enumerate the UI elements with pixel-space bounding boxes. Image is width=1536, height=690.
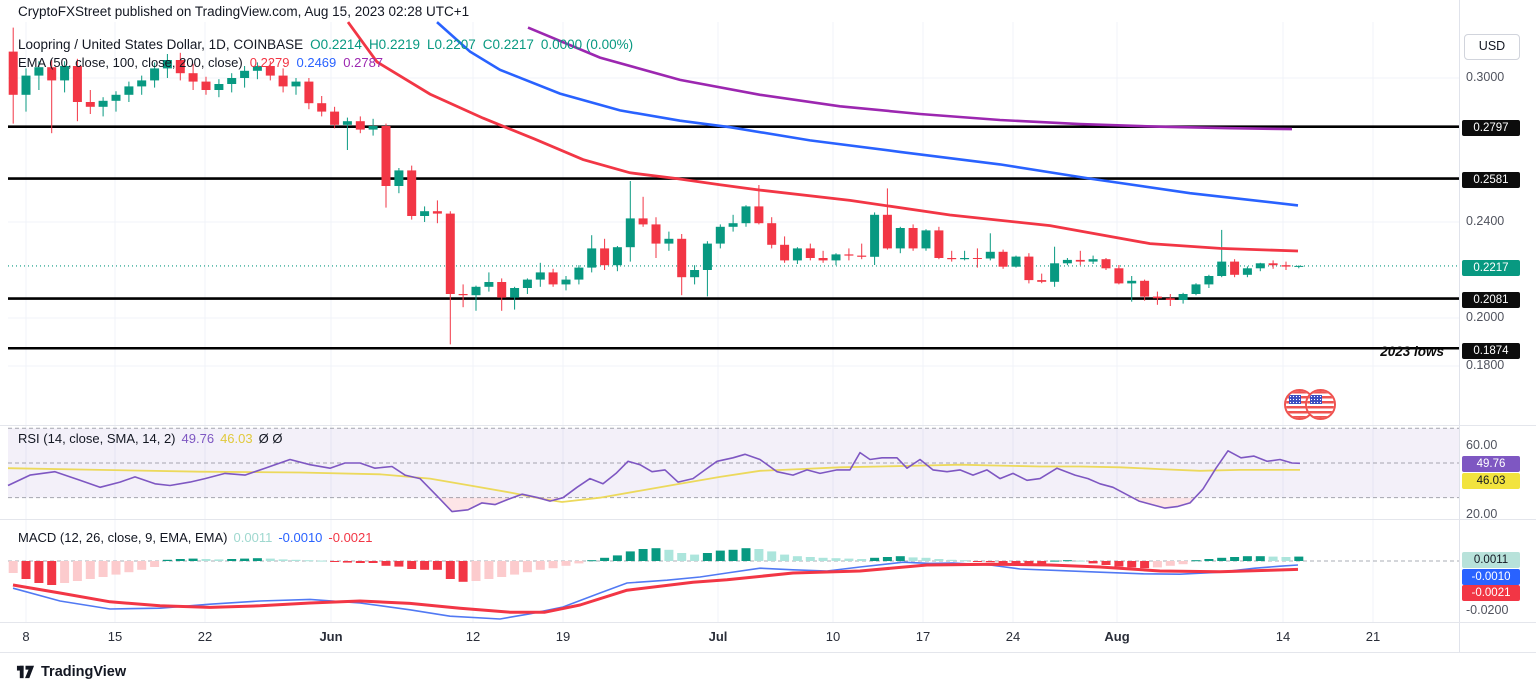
macd-line [12, 561, 1299, 620]
time-axis-label[interactable]: 19 [555, 629, 571, 644]
macd-hist-value: 0.0011 [233, 530, 273, 545]
tradingview-glyph-icon [16, 665, 35, 679]
flag-canton [1289, 395, 1301, 404]
macd-scale-label: -0.0200 [1466, 603, 1509, 617]
rsi-scale-label: 60.00 [1466, 438, 1498, 452]
time-axis-label[interactable]: 12 [465, 629, 481, 644]
flag-canton [1310, 395, 1322, 404]
pane-separator-rsi[interactable] [0, 425, 1536, 426]
rsi-oversold-fill [438, 497, 513, 512]
rsi-label: RSI (14, close, SMA, 14, 2) [18, 431, 176, 446]
grid [8, 22, 1459, 622]
ohlc-high: H0.2219 [368, 37, 420, 52]
rsi-line [7, 450, 1301, 513]
macd-signal-line [12, 562, 1299, 614]
rsi-value-badge: 49.76 [1462, 456, 1520, 472]
rsi-legend[interactable]: RSI (14, close, SMA, 14, 2) 49.76 46.03 Ø Ø [18, 431, 288, 446]
time-axis-label[interactable]: 10 [825, 629, 841, 644]
time-axis-label[interactable]: Jun [319, 629, 343, 644]
price-scale[interactable] [1459, 0, 1536, 652]
current-price-badge: 0.2217 [1462, 259, 1520, 276]
us-flag-icon-2[interactable] [1305, 389, 1336, 420]
price-level-badge: 0.2081 [1462, 291, 1520, 308]
time-axis-label[interactable]: Jul [708, 629, 728, 644]
rsi-sma-value: 46.03 [220, 431, 253, 446]
macd-signal-value: -0.0021 [328, 530, 373, 545]
rsi-scale-label: 20.00 [1466, 507, 1498, 521]
price-scale-label: 0.2000 [1466, 310, 1505, 324]
ohlc-open: O0.2214 [310, 37, 362, 52]
time-axis-label[interactable]: 15 [107, 629, 123, 644]
ema200-line [527, 26, 1293, 131]
macd-legend[interactable]: MACD (12, 26, close, 9, EMA, EMA) 0.0011-… [18, 530, 379, 545]
rsi-zeros: Ø Ø [258, 431, 283, 446]
ema100-value: 0.2469 [296, 55, 337, 70]
lows-annotation: 2023 lows [1380, 344, 1444, 359]
time-axis-label[interactable]: 14 [1275, 629, 1291, 644]
ema100-line [436, 21, 1299, 207]
macd-pane[interactable] [8, 548, 1459, 620]
rsi-oversold-fill [1132, 497, 1195, 509]
macd-value-badge: -0.0021 [1462, 585, 1520, 601]
price-scale-label: 0.3000 [1466, 70, 1505, 84]
macd-value-badge: -0.0010 [1462, 569, 1520, 585]
price-level-badge: 0.2797 [1462, 119, 1520, 136]
time-axis-label[interactable]: 8 [22, 629, 30, 644]
ohlc-close: C0.2217 [482, 37, 534, 52]
time-axis-label[interactable]: 21 [1365, 629, 1381, 644]
pane-separator-macd[interactable] [0, 519, 1536, 520]
price-level-badge: 0.1874 [1462, 342, 1520, 359]
macd-value-badge: 0.0011 [1462, 552, 1520, 568]
rsi-value-badge: 46.03 [1462, 473, 1520, 489]
price-scale-label: 0.1800 [1466, 358, 1505, 372]
ema50-value: 0.2279 [249, 55, 290, 70]
rsi-value: 49.76 [181, 431, 215, 446]
time-axis-label[interactable]: 22 [197, 629, 213, 644]
ema-label: EMA (50, close, 100, close, 200, close) [18, 55, 243, 70]
tradingview-brand-text: TradingView [41, 663, 127, 680]
ema-legend[interactable]: EMA (50, close, 100, close, 200, close) 0… [18, 55, 390, 70]
symbol-legend[interactable]: Loopring / United States Dollar, 1D, COI… [18, 37, 640, 52]
ema200-value: 0.2787 [343, 55, 384, 70]
rsi-pane[interactable] [7, 427, 1459, 513]
tradingview-logo[interactable]: TradingView [16, 662, 126, 681]
symbol-title: Loopring / United States Dollar, 1D, COI… [18, 37, 304, 52]
time-axis-separator [0, 622, 1536, 623]
ema50-line [346, 21, 1299, 253]
macd-line-value: -0.0010 [278, 530, 323, 545]
attribution-text: CryptoFXStreet published on TradingView.… [18, 4, 470, 19]
macd-label: MACD (12, 26, close, 9, EMA, EMA) [18, 530, 228, 545]
price-scale-label: 0.2400 [1466, 214, 1505, 228]
ohlc-low: L0.2207 [426, 37, 476, 52]
price-level-badge: 0.2581 [1462, 171, 1520, 188]
time-axis-label[interactable]: Aug [1104, 629, 1130, 644]
currency-button[interactable]: USD [1464, 34, 1520, 60]
price-pane[interactable] [8, 21, 1461, 350]
time-axis-label[interactable]: 24 [1005, 629, 1021, 644]
ohlc-change: 0.0000 (0.00%) [540, 37, 634, 52]
bottom-separator [0, 652, 1536, 653]
time-axis-label[interactable]: 17 [915, 629, 931, 644]
